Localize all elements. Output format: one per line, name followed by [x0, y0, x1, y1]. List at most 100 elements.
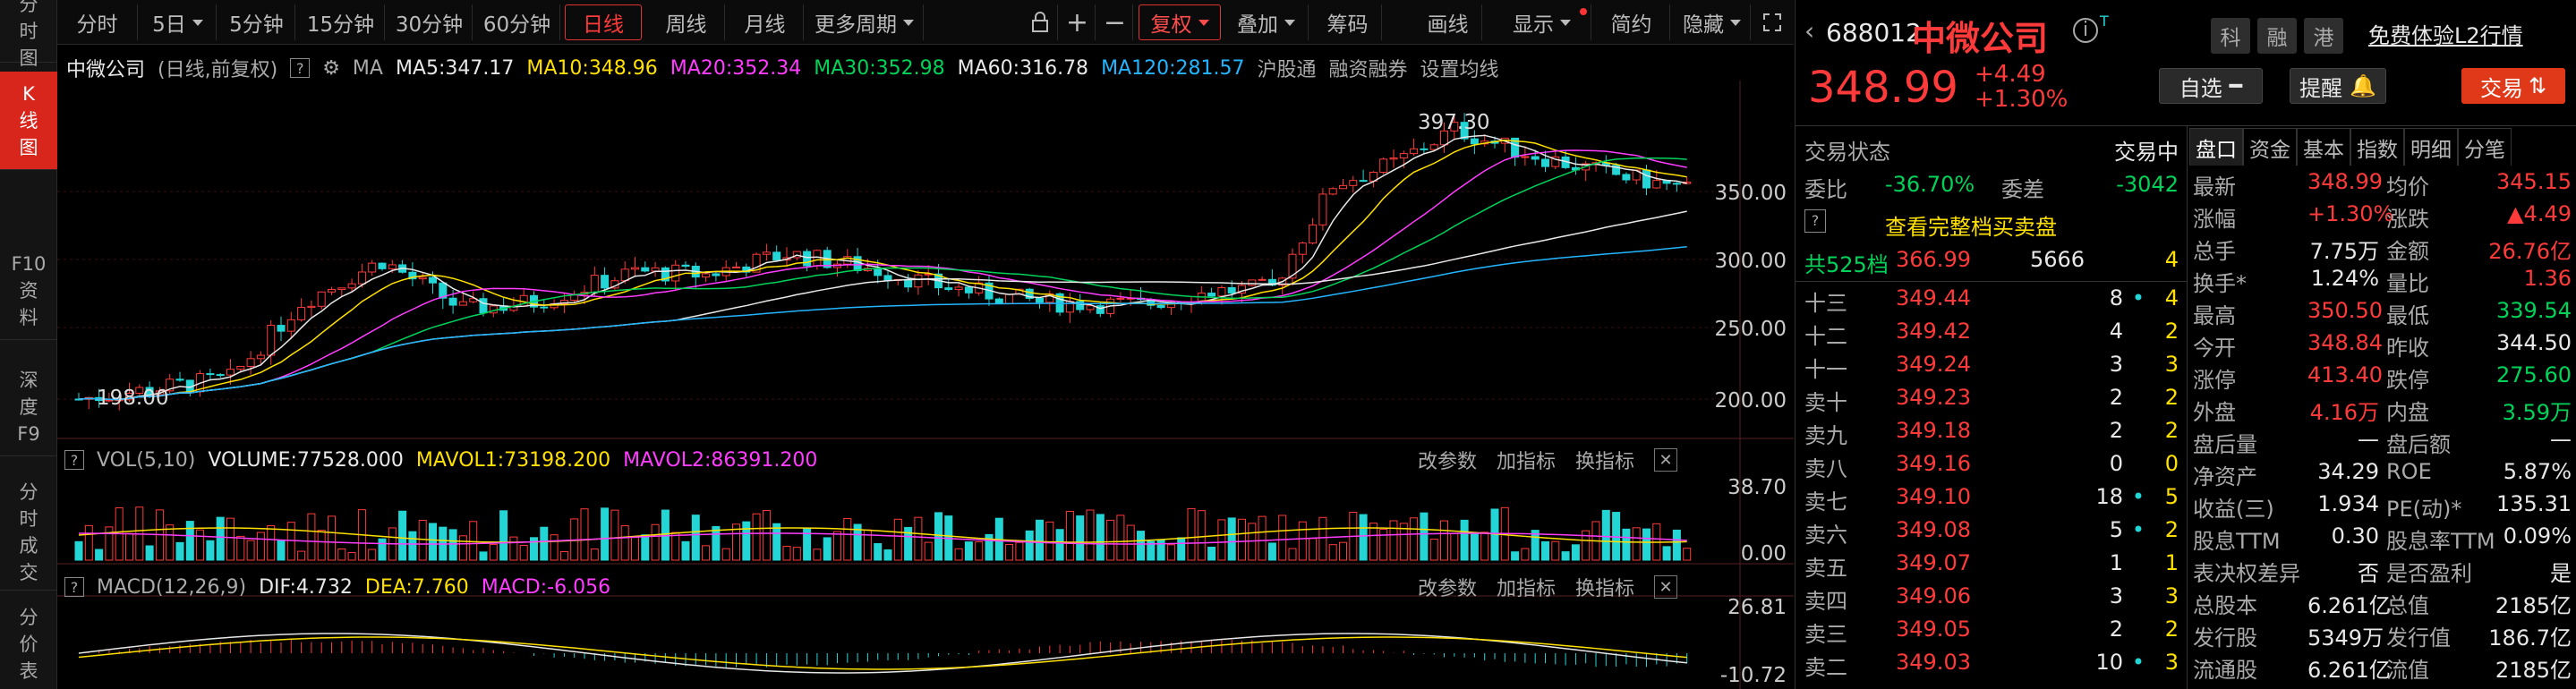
- zoom-out-icon[interactable]: −: [1097, 4, 1133, 40]
- tab-funds[interactable]: 资金: [2243, 128, 2297, 166]
- stat-value: 2185亿: [2495, 658, 2572, 683]
- draw-button[interactable]: 画线: [1414, 4, 1482, 40]
- ask-row[interactable]: 卖十 349.23 2 2: [1796, 382, 2188, 415]
- set-ma-button[interactable]: 设置均线: [1420, 59, 1499, 81]
- chips-button[interactable]: 筹码: [1314, 4, 1382, 40]
- vol-switch-indicator-button[interactable]: 换指标: [1575, 451, 1635, 473]
- period-5day[interactable]: 5日: [140, 4, 217, 40]
- divider: [1796, 125, 2576, 126]
- macd-edit-params-button[interactable]: 改参数: [1418, 578, 1478, 600]
- candle-body: [944, 287, 953, 291]
- nav-depth[interactable]: 深度F9: [0, 358, 57, 456]
- ask-row[interactable]: 十三 349.44 8 • 4: [1796, 283, 2188, 316]
- margin-button[interactable]: 融资融券: [1328, 59, 1408, 81]
- macd-switch-indicator-button[interactable]: 换指标: [1575, 578, 1635, 600]
- nav-kline[interactable]: K线图: [0, 72, 57, 170]
- tab-ticks[interactable]: 分笔: [2458, 128, 2512, 166]
- stat-value: 1.24%: [2310, 266, 2379, 291]
- zoom-in-icon[interactable]: +: [1060, 4, 1096, 40]
- chevron-left-icon[interactable]: ‹: [1804, 16, 1815, 46]
- dot-icon: •: [2131, 650, 2145, 675]
- ask-row[interactable]: 卖四 349.06 3 3: [1796, 581, 2188, 614]
- period-more[interactable]: 更多周期: [806, 4, 924, 40]
- stat-label: 今开: [2193, 336, 2236, 361]
- l2-trial-link[interactable]: 免费体验L2行情: [2368, 23, 2523, 48]
- ask-row[interactable]: 十一 349.24 3 3: [1796, 349, 2188, 382]
- nav-fenshi[interactable]: 分时图: [0, 0, 57, 69]
- ask-row[interactable]: 卖六 349.08 5 • 2: [1796, 515, 2188, 548]
- close-icon[interactable]: ✕: [1654, 448, 1678, 472]
- watchlist-button[interactable]: 自选 ━: [2159, 68, 2263, 104]
- overlay-button[interactable]: 叠加: [1224, 4, 1309, 40]
- stat-row: 股息TTM 0.30 股息率TTM 0.09%: [2189, 521, 2576, 554]
- period-5min[interactable]: 5分钟: [218, 4, 295, 40]
- period-30min[interactable]: 30分钟: [387, 4, 473, 40]
- simple-button[interactable]: 简约: [1593, 4, 1670, 40]
- full-book-row[interactable]: ? 查看完整档买卖盘: [1796, 204, 2188, 242]
- vol-add-indicator-button[interactable]: 加指标: [1497, 451, 1557, 473]
- ma20-line: [78, 149, 1687, 401]
- vol-legend: ? VOL(5,10) VOLUME:77528.000 MAVOL1:7319…: [64, 444, 817, 476]
- ask-row[interactable]: 卖二 349.03 10 • 3: [1796, 647, 2188, 680]
- stat-value: 186.7亿: [2488, 625, 2572, 651]
- last-price: 348.99: [1808, 63, 1958, 113]
- candle-body: [357, 271, 366, 285]
- candle-body: [1389, 157, 1398, 160]
- lock-icon[interactable]: [1022, 4, 1058, 40]
- nav-price-table[interactable]: 分价表: [0, 600, 57, 689]
- help-icon[interactable]: ?: [64, 577, 84, 597]
- volume-bar: [1672, 529, 1681, 561]
- hgt-button[interactable]: 沪股通: [1257, 59, 1317, 81]
- help-icon[interactable]: ?: [290, 58, 311, 78]
- candle-body: [883, 275, 892, 281]
- ask-row[interactable]: 卖七 349.10 18 • 5: [1796, 481, 2188, 515]
- alert-button[interactable]: 提醒 🔔: [2290, 68, 2386, 104]
- ask-row[interactable]: 卖三 349.05 2 2: [1796, 614, 2188, 647]
- nav-trades[interactable]: 分时成交: [0, 474, 57, 591]
- volume-bar: [1440, 520, 1448, 561]
- candle-body: [1248, 279, 1257, 286]
- info-icon[interactable]: i: [2073, 18, 2098, 43]
- period-15min[interactable]: 15分钟: [297, 4, 385, 40]
- ask-row[interactable]: 卖五 349.07 1 1: [1796, 548, 2188, 581]
- period-weekly[interactable]: 周线: [648, 4, 725, 40]
- close-icon[interactable]: ✕: [1654, 575, 1678, 599]
- volume-bar: [1561, 551, 1570, 561]
- stat-label: 股息TTM: [2193, 529, 2281, 554]
- display-button[interactable]: 显示: [1493, 4, 1591, 40]
- tab-index[interactable]: 指数: [2350, 128, 2404, 166]
- macd-add-indicator-button[interactable]: 加指标: [1497, 578, 1557, 600]
- gear-icon[interactable]: ⚙: [322, 56, 340, 80]
- period-monthly[interactable]: 月线: [727, 4, 804, 40]
- candle-body: [1551, 156, 1560, 167]
- candle-body: [175, 379, 184, 381]
- period-daily[interactable]: 日线: [565, 4, 642, 40]
- stat-value: —: [2358, 427, 2379, 452]
- tab-detail[interactable]: 明细: [2404, 128, 2458, 166]
- vol-edit-params-button[interactable]: 改参数: [1418, 451, 1478, 473]
- help-icon[interactable]: ?: [64, 450, 84, 470]
- kline-chart-area[interactable]: 中微公司 (日线,前复权) ? ⚙ MA MA5:347.17 MA10:348…: [57, 45, 1794, 689]
- adjust-button[interactable]: 复权: [1139, 4, 1221, 40]
- trade-button[interactable]: 交易 ⇅: [2461, 68, 2565, 104]
- ask-price: 349.23: [1896, 385, 1971, 410]
- period-fenshi[interactable]: 分时: [57, 4, 138, 40]
- full-book-link[interactable]: 查看完整档买卖盘: [1885, 215, 2057, 240]
- candle-body: [874, 268, 883, 276]
- ask-row[interactable]: 卖九 349.18 2 2: [1796, 415, 2188, 448]
- ask-level: 十二: [1804, 324, 1847, 349]
- volume-bar: [95, 549, 104, 561]
- tab-pankou[interactable]: 盘口: [2189, 128, 2243, 166]
- period-60min[interactable]: 60分钟: [474, 4, 560, 40]
- period-label: 更多周期: [815, 13, 897, 37]
- nav-f10[interactable]: F10资料: [0, 242, 57, 340]
- macd-value: MACD:-6.056: [481, 575, 611, 599]
- fullscreen-icon[interactable]: [1754, 4, 1790, 40]
- candle-body: [458, 301, 467, 306]
- tab-basic[interactable]: 基本: [2297, 128, 2350, 166]
- hide-button[interactable]: 隐藏: [1674, 4, 1751, 40]
- help-icon[interactable]: ?: [1804, 209, 1826, 233]
- ask-price: 349.10: [1896, 484, 1971, 509]
- ask-row[interactable]: 十二 349.42 4 2: [1796, 316, 2188, 349]
- ask-row[interactable]: 卖八 349.16 0 0: [1796, 448, 2188, 481]
